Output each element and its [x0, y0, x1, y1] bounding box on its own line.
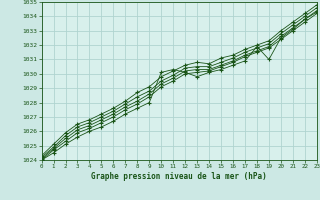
- X-axis label: Graphe pression niveau de la mer (hPa): Graphe pression niveau de la mer (hPa): [91, 172, 267, 181]
